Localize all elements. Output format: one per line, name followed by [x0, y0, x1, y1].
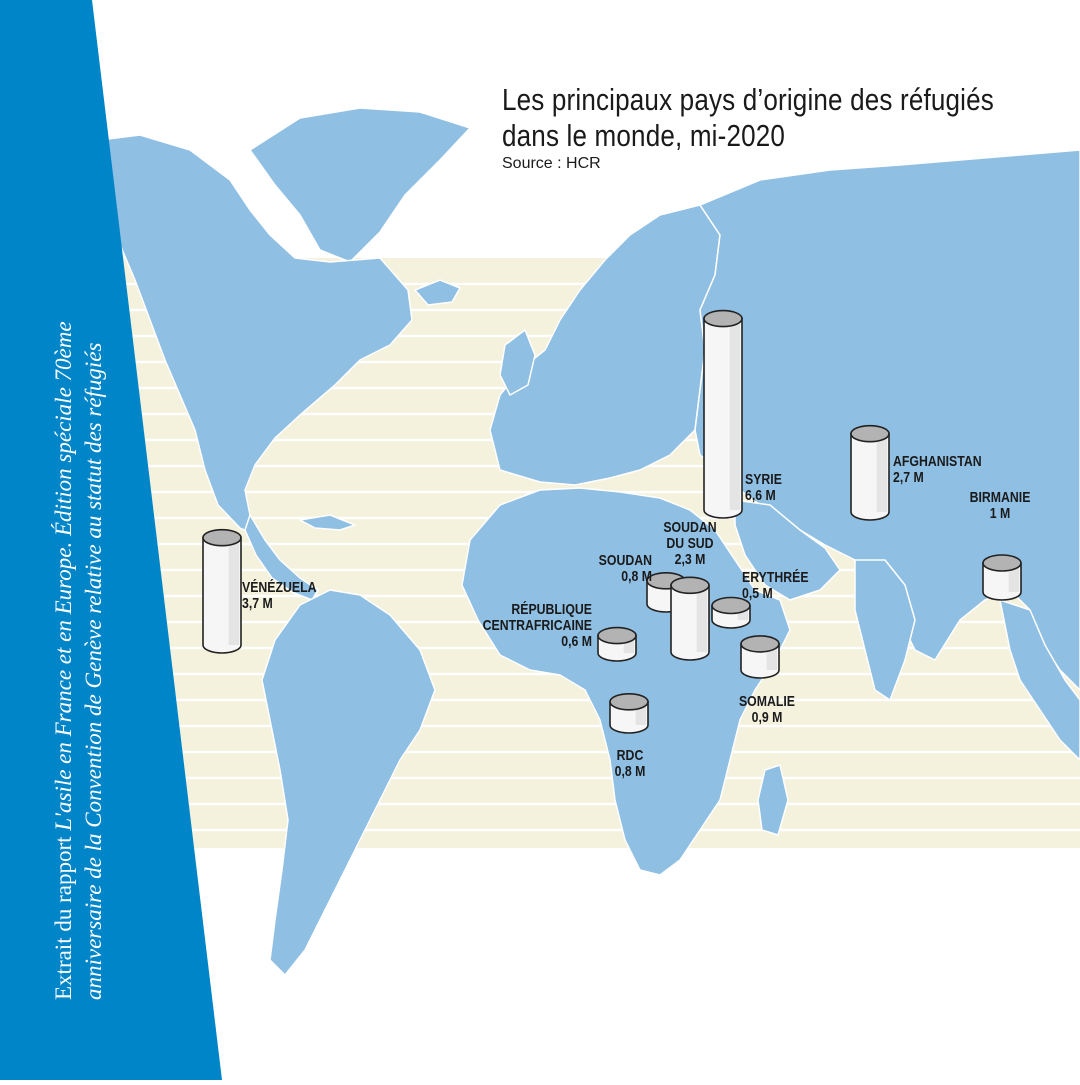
sidebar-caption-italic: L'asile en France et en Europe. Édition …: [51, 321, 76, 831]
refugee-cylinders: [202, 309, 1022, 734]
cylinder-shade-syrie: [729, 318, 741, 510]
label-rdc-value: 0,8 M: [614, 763, 646, 780]
cylinder-shade-venezuela: [228, 537, 240, 645]
arabian-peninsula-shape: [734, 499, 841, 601]
cylinder-shade-centrafrique: [623, 635, 635, 653]
cylinder-soudan-du-sud: [670, 576, 710, 661]
indian-subcontinent-shape: [854, 559, 916, 701]
cylinder-shade-erythree: [737, 605, 749, 620]
label-soudan: SOUDAN 0,8 M: [577, 553, 652, 585]
label-erythree-value: 0,5 M: [742, 585, 773, 602]
madagascar-shape: [757, 764, 789, 836]
cylinder-top-somalie: [740, 635, 780, 653]
title-block: Les principaux pays d’origine des réfugi…: [502, 82, 1042, 173]
north-america-shape: [99, 134, 413, 539]
cylinder-shade-somalie: [766, 643, 778, 670]
cylinder-shade-rdc: [635, 701, 647, 725]
label-venezuela: VÉNÉZUELA 3,7 M: [242, 580, 316, 612]
sidebar-band: [0, 0, 222, 1080]
label-syrie: SYRIE 6,6 M: [745, 472, 782, 504]
cylinder-birmanie: [982, 554, 1022, 601]
label-centrafrique-name-1: RÉPUBLIQUE: [511, 601, 592, 618]
label-erythree: ERYTHRÉE 0,5 M: [742, 570, 809, 602]
cylinder-venezuela: [202, 528, 242, 654]
label-rdc-name: RDC: [616, 747, 644, 764]
cylinder-top-rdc: [609, 692, 649, 711]
cylinder-top-venezuela: [202, 528, 242, 547]
label-soudan-du-sud-name-2: DU SUD: [666, 535, 714, 552]
label-centrafrique-value: 0,6 M: [561, 633, 592, 650]
label-soudan-du-sud-value: 2,3 M: [674, 551, 706, 568]
label-soudan-du-sud: SOUDAN DU SUD 2,3 M: [657, 520, 723, 568]
label-venezuela-name: VÉNÉZUELA: [242, 579, 317, 596]
greenland-shape: [249, 107, 471, 263]
iceland-shape: [414, 279, 461, 306]
cylinder-rdc: [609, 692, 649, 734]
sidebar-caption-line-2: anniversaire de la Convention de Genève …: [79, 321, 109, 1000]
label-birmanie-value: 1 M: [989, 505, 1011, 522]
sidebar-caption-plain: Extrait du rapport: [51, 830, 76, 1000]
sidebar-caption-line-1: Extrait du rapport L'asile en France et …: [49, 321, 79, 1000]
cylinder-top-birmanie: [982, 554, 1022, 572]
source-note: Source : HCR: [502, 155, 601, 172]
cylinder-centrafrique: [597, 626, 637, 662]
cylinder-shade-afghanistan: [876, 433, 888, 512]
label-rdc: RDC 0,8 M: [597, 748, 663, 780]
cylinder-shade-soudan-du-sud: [696, 585, 708, 652]
label-syrie-name: SYRIE: [745, 471, 782, 488]
caribbean-shape: [299, 514, 356, 531]
label-soudan-name: SOUDAN: [598, 552, 652, 569]
label-syrie-value: 6,6 M: [745, 487, 776, 504]
map-title-line-2: dans le monde, mi-2020: [502, 118, 786, 153]
label-centrafrique-name-2: CENTRAFRICAINE: [482, 617, 592, 634]
label-afghanistan: AFGHANISTAN 2,7 M: [893, 454, 982, 486]
cylinder-top-centrafrique: [597, 626, 637, 645]
label-erythree-name: ERYTHRÉE: [742, 569, 809, 586]
label-somalie: SOMALIE 0,9 M: [730, 694, 804, 726]
cylinder-top-syrie: [703, 309, 743, 328]
cylinder-top-soudan-du-sud: [670, 576, 710, 595]
label-afghanistan-value: 2,7 M: [893, 469, 924, 486]
label-soudan-value: 0,8 M: [621, 568, 652, 585]
cylinder-erythree: [711, 596, 751, 629]
label-birmanie-name: BIRMANIE: [969, 489, 1031, 506]
label-somalie-name: SOMALIE: [738, 693, 796, 710]
cylinder-somalie: [740, 635, 780, 679]
cylinder-afghanistan: [850, 424, 890, 521]
southeast-asia-shape: [999, 599, 1080, 761]
label-somalie-value: 0,9 M: [751, 709, 783, 726]
label-venezuela-value: 3,7 M: [242, 595, 273, 612]
label-afghanistan-name: AFGHANISTAN: [893, 453, 982, 470]
sidebar-caption: Extrait du rapport L'asile en France et …: [49, 321, 109, 1000]
label-centrafrique: RÉPUBLIQUE CENTRAFRICAINE 0,6 M: [467, 602, 592, 650]
label-birmanie: BIRMANIE 1 M: [967, 490, 1033, 522]
british-isles-shape: [499, 329, 536, 396]
sidebar-caption-line-2-text: anniversaire de la Convention de Genève …: [81, 342, 106, 1000]
cylinder-top-erythree: [711, 596, 751, 615]
south-america-shape: [261, 589, 436, 976]
land-masses: [99, 107, 1080, 976]
label-soudan-du-sud-name-1: SOUDAN: [663, 519, 717, 536]
cylinder-shade-birmanie: [1008, 563, 1020, 592]
map-title-line-1: Les principaux pays d’origine des réfugi…: [502, 82, 994, 117]
cylinder-syrie: [703, 309, 743, 519]
cylinder-top-afghanistan: [850, 424, 890, 443]
